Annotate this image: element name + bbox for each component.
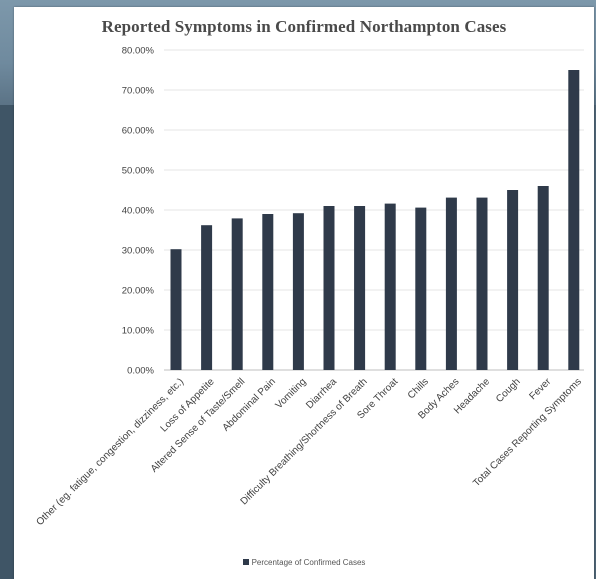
x-category-label: Chills (406, 376, 431, 401)
chart-panel: Reported Symptoms in Confirmed Northampt… (14, 7, 594, 579)
chart-title: Reported Symptoms in Confirmed Northampt… (101, 17, 507, 36)
x-axis-category-labels: Other (eg. fatigue, congestion, dizzines… (34, 376, 583, 528)
y-tick-label: 60.00% (122, 126, 155, 137)
bar (445, 197, 457, 370)
y-tick-label: 30.00% (122, 246, 155, 257)
bar (476, 197, 488, 370)
bar (262, 214, 274, 370)
bar (170, 249, 182, 370)
y-axis-tick-labels: 0.00% 10.00% 20.00% 30.00% 40.00% 50.00% 60.00… (122, 46, 155, 377)
x-category-label: Vomiting (274, 376, 309, 411)
bar (201, 225, 213, 370)
y-tick-label: 40.00% (122, 206, 155, 217)
x-category-label: Cough (494, 376, 523, 405)
gridlines (164, 49, 584, 371)
bar-chart: 0.00% 10.00% 20.00% 30.00% 40.00% 50.00% 60.00… (34, 46, 584, 528)
background-window-edge (0, 105, 14, 579)
x-category-label: Fever (527, 376, 553, 402)
bars (170, 70, 580, 370)
y-tick-label: 0.00% (127, 366, 154, 377)
y-tick-label: 50.00% (122, 166, 155, 177)
bar (537, 186, 549, 370)
legend-swatch (242, 558, 249, 565)
y-tick-label: 80.00% (122, 46, 155, 57)
bar (323, 206, 335, 370)
legend: Percentage of Confirmed Cases (14, 558, 594, 567)
bar (231, 218, 243, 370)
y-tick-label: 10.00% (122, 326, 155, 337)
y-tick-label: 20.00% (122, 286, 155, 297)
bar (568, 70, 580, 370)
bar (415, 207, 427, 370)
x-category-label: Abdominal Pain (221, 376, 278, 433)
legend-label: Percentage of Confirmed Cases (251, 558, 366, 567)
x-category-label: Loss of Appetite (159, 376, 217, 434)
bar (384, 203, 396, 370)
bar (292, 213, 304, 370)
bar (354, 206, 366, 370)
y-tick-label: 70.00% (122, 86, 155, 97)
bar (507, 190, 519, 370)
